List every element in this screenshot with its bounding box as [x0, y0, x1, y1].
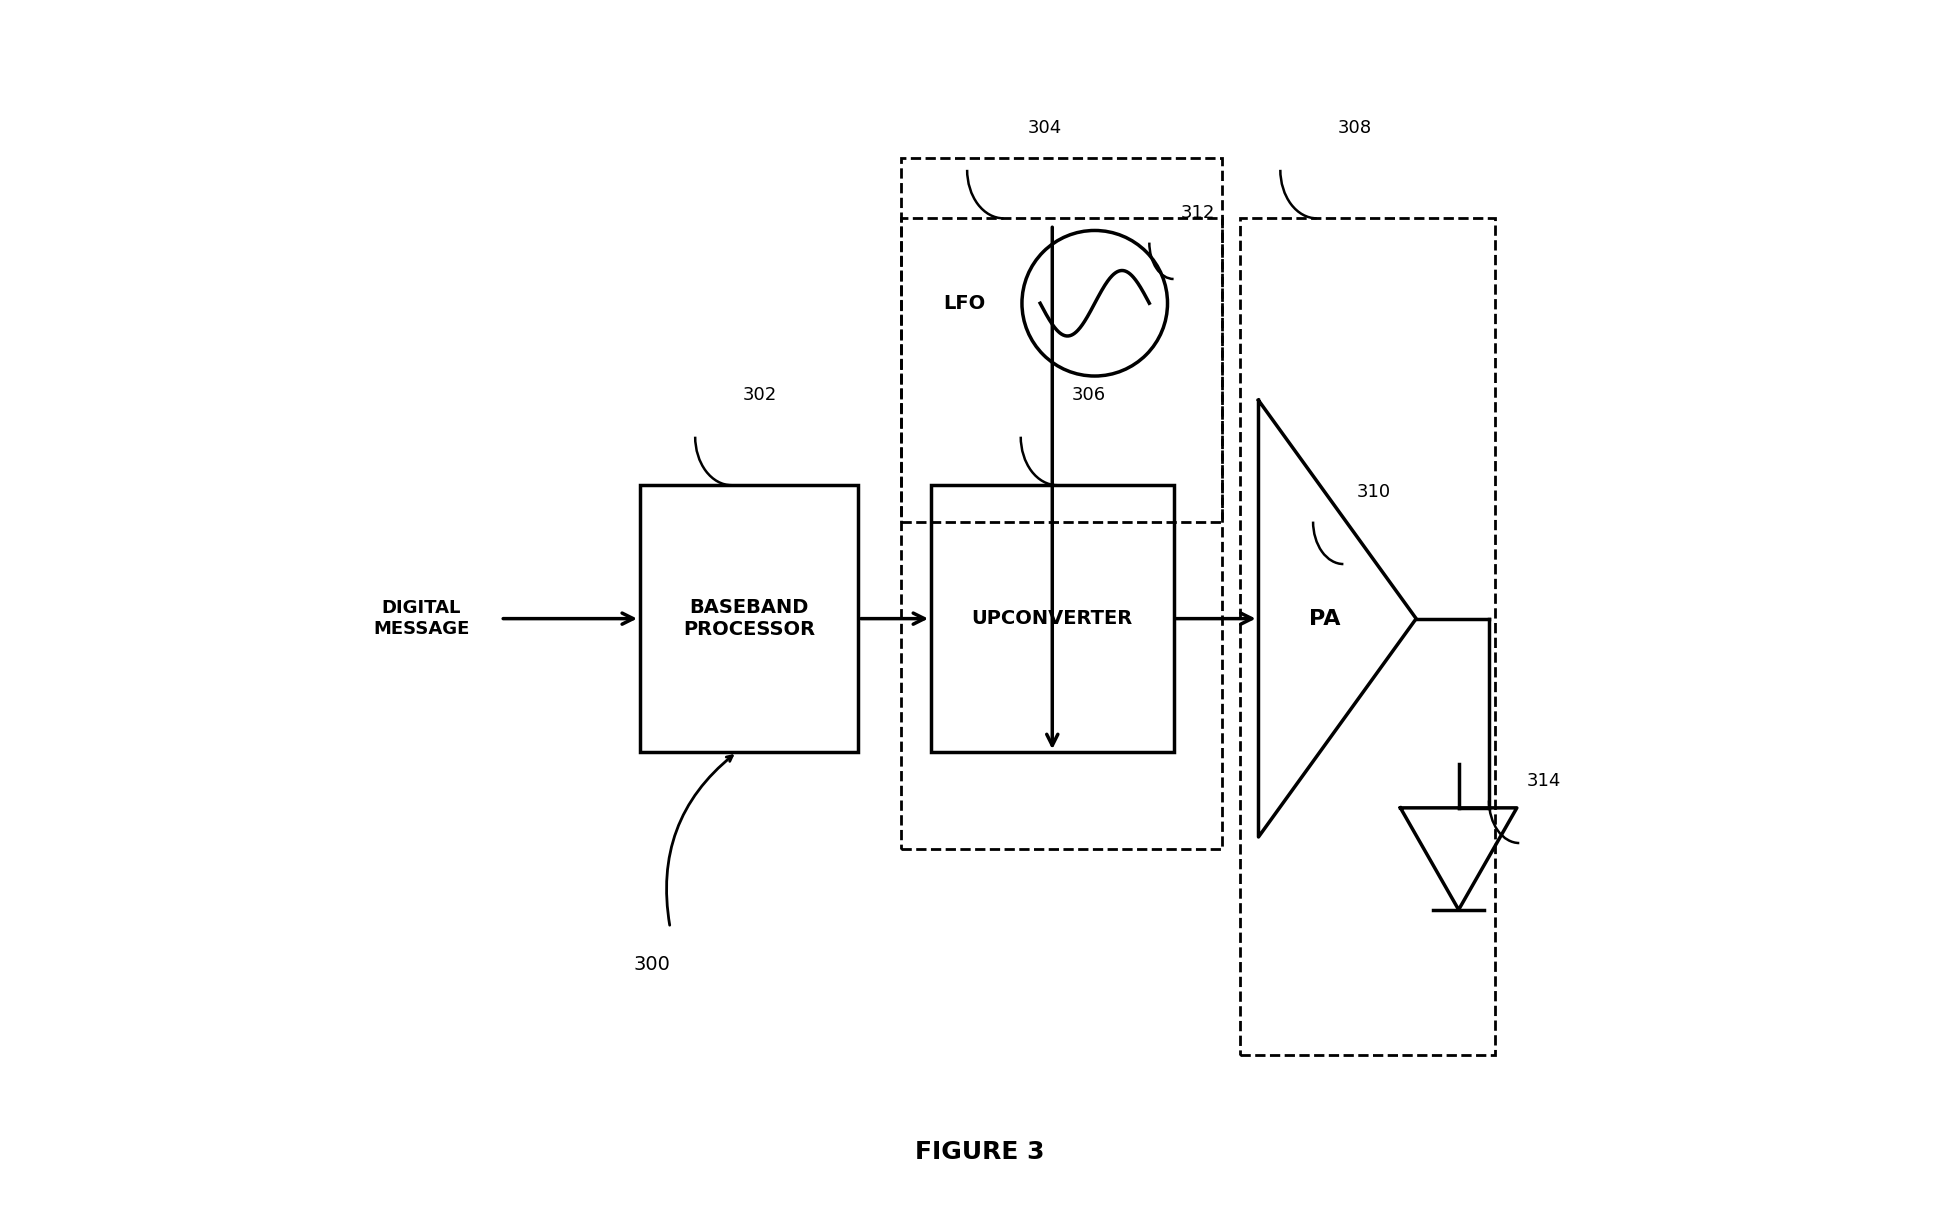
Text: PA: PA: [1309, 609, 1342, 628]
Text: LFO: LFO: [944, 294, 985, 313]
Bar: [1240, 218, 1495, 1055]
Text: UPCONVERTER: UPCONVERTER: [972, 609, 1132, 628]
Text: 310: 310: [1358, 483, 1391, 501]
Text: 306: 306: [1072, 386, 1105, 404]
Text: DIGITAL
MESSAGE: DIGITAL MESSAGE: [374, 599, 470, 638]
Text: 314: 314: [1526, 771, 1561, 790]
Text: FIGURE 3: FIGURE 3: [915, 1140, 1044, 1164]
Bar: [931, 485, 1173, 752]
Text: 300: 300: [633, 956, 670, 974]
Bar: [641, 485, 858, 752]
Bar: [901, 158, 1222, 522]
Bar: [901, 218, 1222, 849]
Text: 312: 312: [1181, 204, 1215, 222]
Text: 304: 304: [1028, 119, 1062, 137]
Text: 302: 302: [742, 386, 778, 404]
Text: BASEBAND
PROCESSOR: BASEBAND PROCESSOR: [684, 598, 815, 639]
Text: 308: 308: [1338, 119, 1371, 137]
